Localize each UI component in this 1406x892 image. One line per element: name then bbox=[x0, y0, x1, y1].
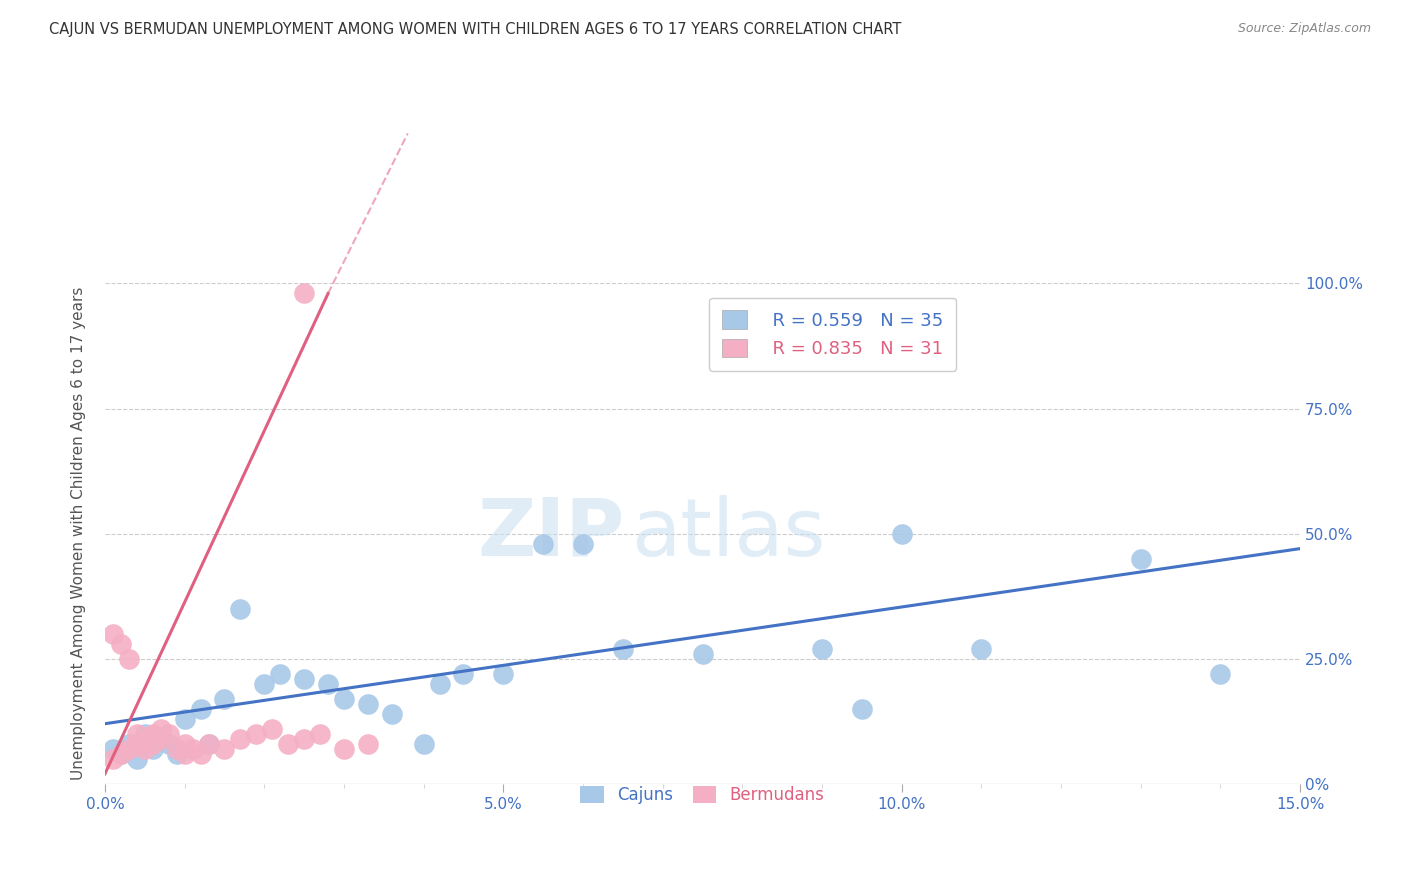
Point bbox=[970, 641, 993, 656]
Point bbox=[357, 697, 380, 711]
Point bbox=[190, 747, 212, 761]
Point bbox=[214, 741, 236, 756]
Y-axis label: Unemployment Among Women with Children Ages 6 to 17 years: Unemployment Among Women with Children A… bbox=[72, 287, 86, 780]
Point bbox=[229, 601, 252, 615]
Legend: Cajuns, Bermudans: Cajuns, Bermudans bbox=[574, 779, 831, 811]
Point bbox=[197, 737, 219, 751]
Point bbox=[572, 536, 595, 550]
Point bbox=[531, 536, 554, 550]
Point bbox=[166, 747, 188, 761]
Point bbox=[110, 637, 132, 651]
Point bbox=[173, 737, 195, 751]
Point bbox=[118, 651, 141, 665]
Point bbox=[125, 752, 148, 766]
Point bbox=[149, 722, 172, 736]
Point bbox=[125, 737, 148, 751]
Point bbox=[142, 727, 165, 741]
Point bbox=[142, 741, 165, 756]
Point bbox=[262, 722, 284, 736]
Point bbox=[142, 737, 165, 751]
Point bbox=[190, 702, 212, 716]
Point bbox=[277, 737, 299, 751]
Point bbox=[429, 676, 451, 690]
Point bbox=[381, 706, 404, 721]
Text: ZIP: ZIP bbox=[478, 494, 624, 573]
Point bbox=[166, 741, 188, 756]
Point bbox=[118, 737, 141, 751]
Text: atlas: atlas bbox=[631, 494, 825, 573]
Point bbox=[292, 731, 315, 746]
Point bbox=[333, 691, 356, 706]
Point bbox=[292, 672, 315, 686]
Point bbox=[173, 747, 195, 761]
Point bbox=[269, 666, 291, 681]
Point bbox=[101, 752, 124, 766]
Point bbox=[101, 741, 124, 756]
Point bbox=[612, 641, 634, 656]
Point bbox=[412, 737, 434, 751]
Point bbox=[1209, 666, 1232, 681]
Point bbox=[811, 641, 834, 656]
Point bbox=[118, 741, 141, 756]
Text: Source: ZipAtlas.com: Source: ZipAtlas.com bbox=[1237, 22, 1371, 36]
Point bbox=[851, 702, 873, 716]
Point bbox=[110, 747, 132, 761]
Point bbox=[453, 666, 475, 681]
Point bbox=[245, 727, 267, 741]
Text: CAJUN VS BERMUDAN UNEMPLOYMENT AMONG WOMEN WITH CHILDREN AGES 6 TO 17 YEARS CORR: CAJUN VS BERMUDAN UNEMPLOYMENT AMONG WOM… bbox=[49, 22, 901, 37]
Point bbox=[492, 666, 515, 681]
Point bbox=[134, 731, 156, 746]
Point bbox=[357, 737, 380, 751]
Point bbox=[149, 731, 172, 746]
Point bbox=[253, 676, 276, 690]
Point bbox=[316, 676, 339, 690]
Point bbox=[173, 712, 195, 726]
Point bbox=[101, 626, 124, 640]
Point bbox=[149, 731, 172, 746]
Point bbox=[333, 741, 356, 756]
Point bbox=[292, 286, 315, 301]
Point bbox=[1129, 551, 1152, 566]
Point bbox=[125, 727, 148, 741]
Point bbox=[134, 741, 156, 756]
Point bbox=[890, 526, 912, 541]
Point bbox=[229, 731, 252, 746]
Point bbox=[197, 737, 219, 751]
Point bbox=[134, 727, 156, 741]
Point bbox=[181, 741, 204, 756]
Point bbox=[157, 737, 180, 751]
Point bbox=[110, 747, 132, 761]
Point bbox=[214, 691, 236, 706]
Point bbox=[692, 647, 714, 661]
Point bbox=[157, 727, 180, 741]
Point bbox=[309, 727, 332, 741]
